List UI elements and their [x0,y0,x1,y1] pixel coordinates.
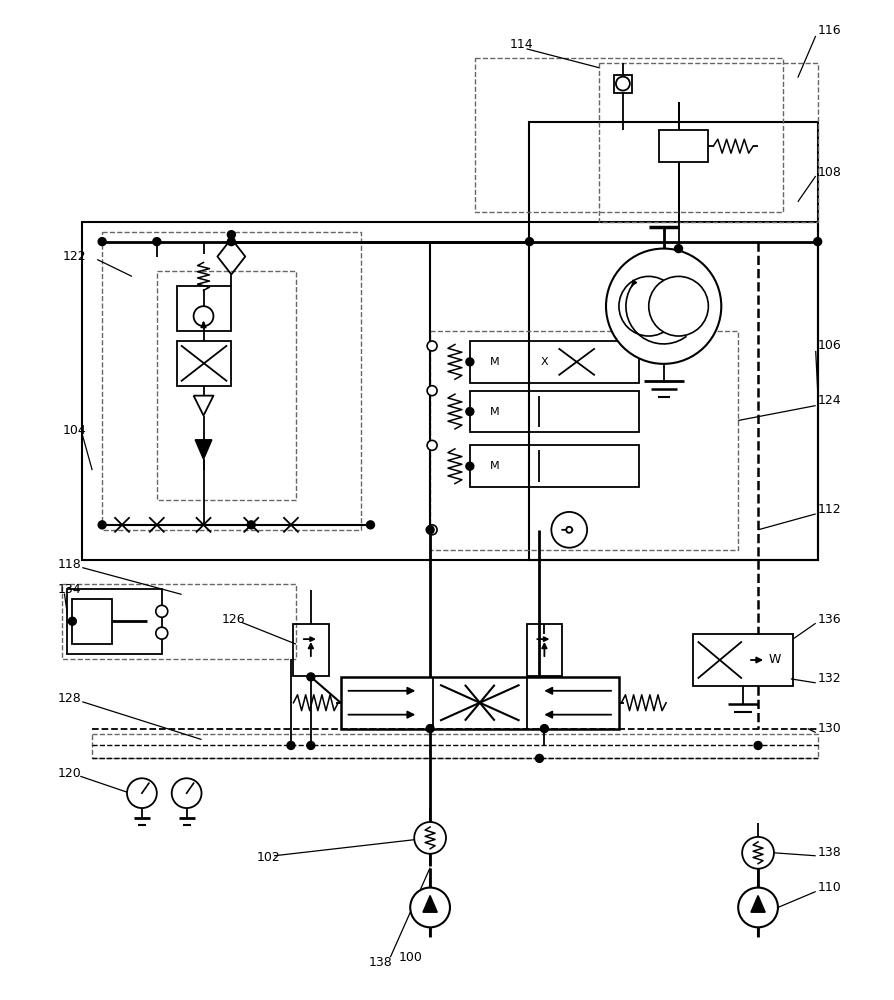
Circle shape [616,77,630,91]
Circle shape [742,837,774,869]
Bar [430,331,738,550]
Circle shape [526,238,534,246]
Circle shape [649,276,708,336]
Bar [475,58,783,212]
Text: 138: 138 [368,956,392,969]
Circle shape [675,245,682,253]
Text: 110: 110 [818,881,841,894]
Circle shape [227,231,235,239]
Bar [470,391,639,432]
Bar [599,63,818,222]
Text: 102: 102 [257,851,280,864]
Circle shape [427,386,437,396]
Circle shape [98,238,106,246]
Circle shape [153,238,161,246]
Circle shape [738,888,778,927]
Circle shape [466,408,474,416]
Bar [529,122,818,560]
Bar [614,75,632,93]
Text: W: W [769,653,781,666]
Text: 126: 126 [222,613,245,626]
Polygon shape [195,440,212,459]
Circle shape [227,238,235,246]
Bar [72,599,112,644]
Bar [694,634,793,686]
Circle shape [156,605,168,617]
Text: 112: 112 [818,503,841,516]
Text: 122: 122 [63,250,86,263]
Circle shape [68,617,76,625]
Circle shape [248,521,255,529]
Bar [527,624,562,676]
Bar [341,677,619,729]
Circle shape [307,741,315,749]
Circle shape [536,754,544,762]
Bar [659,130,708,162]
Circle shape [426,526,434,534]
Text: 114: 114 [510,38,533,51]
Circle shape [606,249,721,364]
Circle shape [754,741,762,749]
Circle shape [540,725,548,733]
Text: M: M [490,407,500,417]
Circle shape [466,462,474,470]
Text: M: M [490,461,500,471]
Polygon shape [423,896,437,912]
Circle shape [367,521,375,529]
Text: 128: 128 [57,692,81,705]
Circle shape [410,888,450,927]
Text: 138: 138 [818,846,841,859]
Text: 130: 130 [818,722,841,735]
Text: M: M [490,357,500,367]
Circle shape [172,778,201,808]
Polygon shape [751,896,765,912]
Circle shape [127,778,156,808]
Bar [293,624,329,676]
Circle shape [156,627,168,639]
Bar [470,341,639,383]
Bar [67,589,162,654]
Bar [102,232,360,530]
Text: 136: 136 [818,613,841,626]
Text: 118: 118 [57,558,81,571]
Bar [156,271,296,500]
Text: 106: 106 [818,339,841,352]
Text: 108: 108 [818,166,841,179]
Text: 132: 132 [818,672,841,685]
Circle shape [194,306,214,326]
Text: X: X [541,357,548,367]
Text: 120: 120 [57,767,81,780]
Text: 124: 124 [818,394,841,407]
Circle shape [427,440,437,450]
Circle shape [98,521,106,529]
Bar [63,584,296,659]
Bar [177,286,232,331]
Text: 134: 134 [57,583,81,596]
Bar [92,734,818,758]
Circle shape [466,358,474,366]
Circle shape [427,341,437,351]
Text: 104: 104 [63,424,86,437]
Circle shape [426,725,434,733]
Text: 116: 116 [818,24,841,37]
Bar [82,222,818,560]
Circle shape [619,276,679,336]
Circle shape [552,512,587,548]
Circle shape [307,673,315,681]
Circle shape [814,238,822,246]
Bar [470,445,639,487]
Circle shape [414,822,446,854]
Circle shape [427,525,437,535]
Bar [177,341,232,386]
Circle shape [566,527,572,533]
Circle shape [287,741,295,749]
Text: 100: 100 [399,951,422,964]
